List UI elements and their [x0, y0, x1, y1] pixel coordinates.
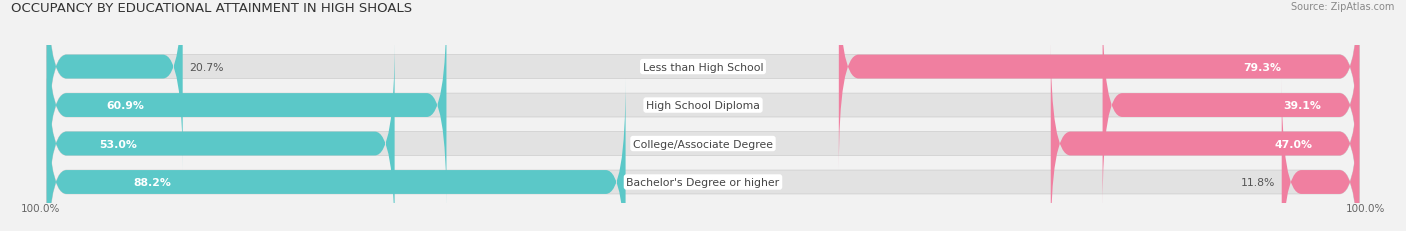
FancyBboxPatch shape	[839, 0, 1360, 170]
Text: 100.0%: 100.0%	[1346, 203, 1385, 213]
FancyBboxPatch shape	[46, 79, 626, 231]
FancyBboxPatch shape	[46, 3, 1360, 209]
Text: 53.0%: 53.0%	[98, 139, 136, 149]
FancyBboxPatch shape	[46, 3, 447, 209]
Text: Source: ZipAtlas.com: Source: ZipAtlas.com	[1291, 2, 1395, 12]
FancyBboxPatch shape	[46, 0, 183, 170]
Text: OCCUPANCY BY EDUCATIONAL ATTAINMENT IN HIGH SHOALS: OCCUPANCY BY EDUCATIONAL ATTAINMENT IN H…	[11, 2, 412, 15]
FancyBboxPatch shape	[1050, 41, 1360, 231]
Text: High School Diploma: High School Diploma	[647, 101, 759, 111]
FancyBboxPatch shape	[1102, 3, 1360, 209]
Text: 20.7%: 20.7%	[190, 62, 224, 72]
FancyBboxPatch shape	[46, 41, 1360, 231]
Text: Bachelor's Degree or higher: Bachelor's Degree or higher	[627, 177, 779, 187]
FancyBboxPatch shape	[46, 0, 1360, 170]
Text: Less than High School: Less than High School	[643, 62, 763, 72]
Text: 47.0%: 47.0%	[1275, 139, 1313, 149]
Text: 100.0%: 100.0%	[21, 203, 60, 213]
Text: 79.3%: 79.3%	[1243, 62, 1281, 72]
Text: 11.8%: 11.8%	[1240, 177, 1275, 187]
FancyBboxPatch shape	[46, 79, 1360, 231]
FancyBboxPatch shape	[1282, 79, 1360, 231]
Text: 88.2%: 88.2%	[134, 177, 172, 187]
Text: 39.1%: 39.1%	[1282, 101, 1320, 111]
Text: 60.9%: 60.9%	[107, 101, 145, 111]
FancyBboxPatch shape	[46, 41, 395, 231]
Text: College/Associate Degree: College/Associate Degree	[633, 139, 773, 149]
